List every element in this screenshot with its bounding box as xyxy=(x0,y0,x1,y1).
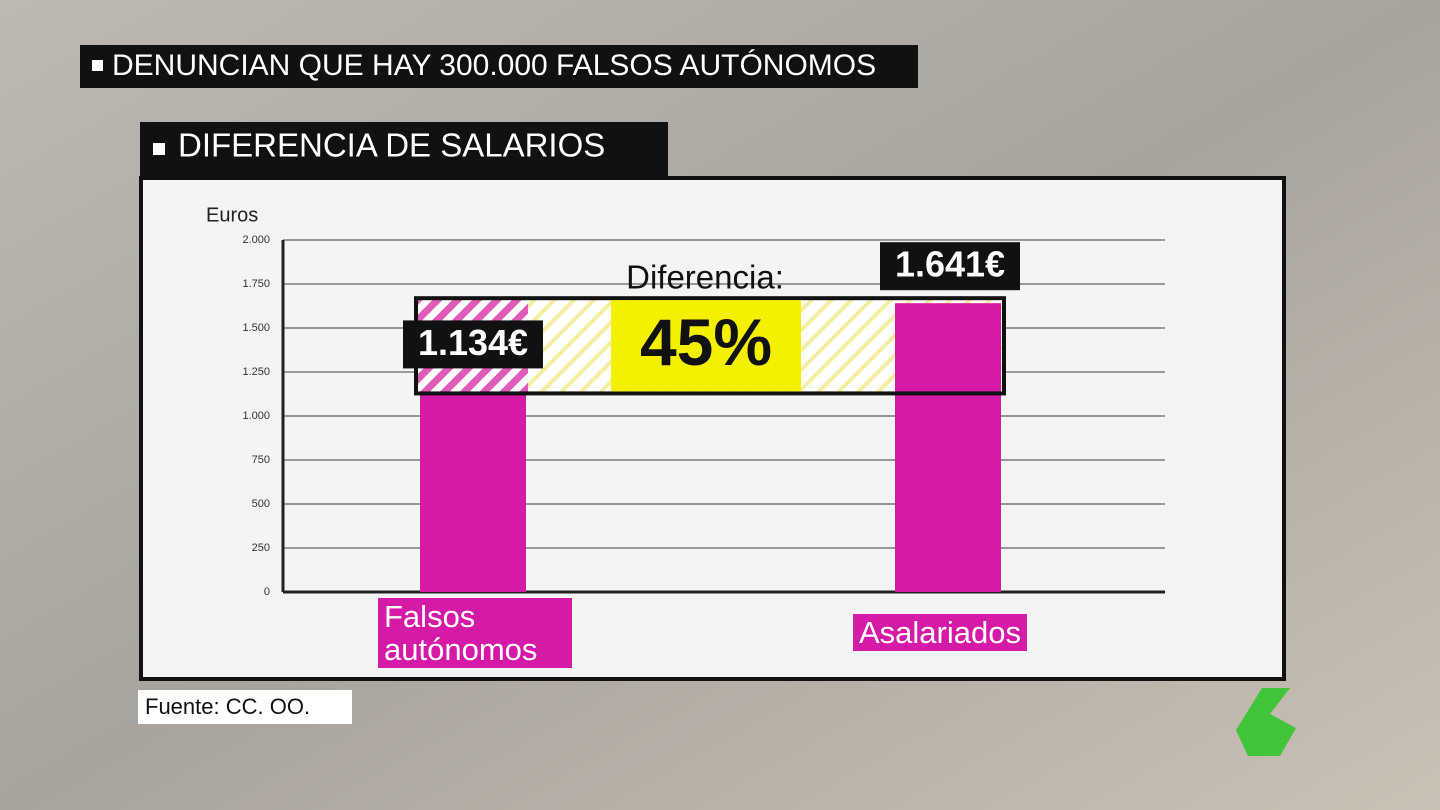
y-axis-label: Euros xyxy=(206,204,258,226)
y-tick-label: 1.000 xyxy=(242,410,270,422)
value-label: 1.641€ xyxy=(895,244,1005,285)
y-tick-label: 1.750 xyxy=(242,278,270,290)
difference-label: Diferencia: xyxy=(626,259,784,296)
y-tick-label: 0 xyxy=(264,586,270,598)
y-tick-label: 2.000 xyxy=(242,234,270,246)
value-label-box xyxy=(880,242,1020,291)
source-box xyxy=(138,690,352,724)
y-tick-label: 500 xyxy=(252,498,270,510)
bullet xyxy=(92,60,103,71)
bullet xyxy=(153,143,165,155)
chart-panel xyxy=(139,176,1286,681)
y-tick-label: 1.250 xyxy=(242,366,270,378)
y-tick-label: 750 xyxy=(252,454,270,466)
source: Fuente: CC. OO. xyxy=(145,694,310,719)
channel-logo xyxy=(1236,688,1296,756)
bar xyxy=(420,392,526,592)
value-label-box xyxy=(403,320,543,369)
bar xyxy=(895,303,1001,592)
y-tick-label: 1.500 xyxy=(242,322,270,334)
y-tick-label: 250 xyxy=(252,542,270,554)
x-tick-label: Asalariados xyxy=(853,614,1027,651)
difference-value: 45% xyxy=(640,305,772,379)
title-box xyxy=(140,122,668,176)
headline: DENUNCIAN QUE HAY 300.000 FALSOS AUTÓNOM… xyxy=(112,49,876,82)
headline-box xyxy=(80,45,918,88)
value-label: 1.134€ xyxy=(418,322,528,363)
difference-value-box xyxy=(611,300,801,392)
chart-title: DIFERENCIA DE SALARIOS xyxy=(178,127,605,164)
x-tick-label: Falsos autónomos xyxy=(378,598,572,668)
